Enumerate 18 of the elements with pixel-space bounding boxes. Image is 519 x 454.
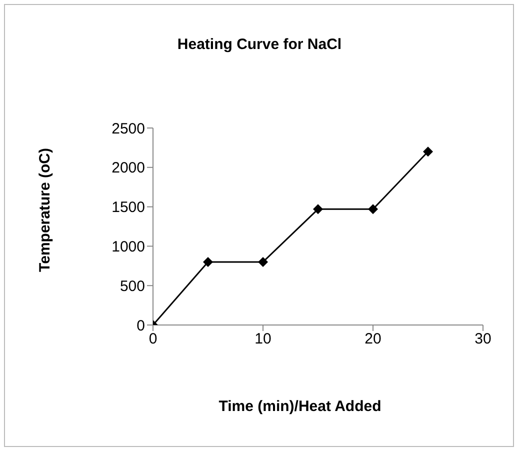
y-tick-label: 2500 (112, 120, 145, 138)
point (423, 146, 433, 157)
y-tick-label: 0 (136, 317, 145, 334)
y-tick-label: 500 (120, 278, 145, 295)
point (368, 204, 378, 214)
chart-title: Heating Curve for NaCl (176, 36, 343, 53)
point (203, 256, 213, 267)
y-tick-label: 1000 (112, 238, 145, 256)
point (258, 256, 268, 267)
y-tick-label: 1500 (112, 199, 145, 216)
x-tick-label: 20 (364, 330, 382, 348)
x-axis-title: Time (min)/Heat Added (218, 398, 382, 415)
x-tick-label: 0 (148, 330, 158, 348)
x-tick-label: 30 (474, 330, 492, 348)
point (313, 204, 323, 214)
y-axis-title: Temperature (oC) (36, 148, 54, 272)
y-tick-label: 2000 (112, 160, 145, 177)
x-tick-label: 10 (254, 330, 272, 348)
